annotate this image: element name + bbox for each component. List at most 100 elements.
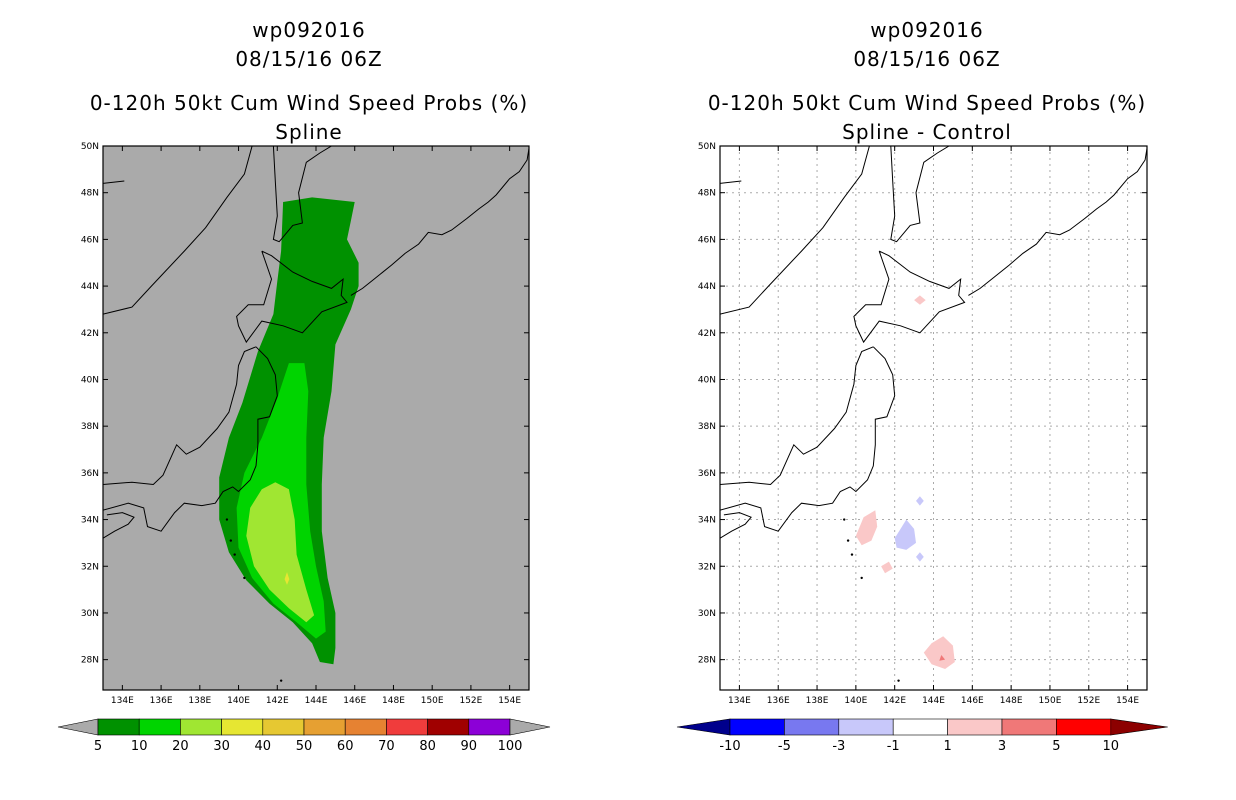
right-title-storm: wp092016 [870,18,983,42]
lon-tick-label: 140E [844,696,867,706]
right-map-panel: 134E 136E 138E 140E 142E 144E 146E 148E 150E 152E… [698,142,1148,706]
colorbar-label: -5 [778,739,791,754]
lon-tick-label: 154E [1116,696,1139,706]
island [850,553,854,556]
island [243,576,246,580]
colorbar-label: 80 [419,739,436,754]
colorbar-swatch [947,718,1003,736]
colorbar-label: 5 [94,739,102,754]
lon-tick-label: 146E [961,696,984,706]
lon-tick-label: 152E [1077,696,1100,706]
right-title-date: 08/15/16 06Z [853,47,1000,71]
colorbar-label: -10 [719,739,740,754]
lat-tick-label: 50N [81,142,99,152]
coastline [350,148,529,296]
lat-tick-label: 46N [81,235,99,245]
lon-tick-label: 150E [421,696,444,706]
lon-tick-label: 148E [382,696,405,706]
colorbar-swatch [1056,718,1112,736]
island [897,679,900,682]
lon-tick-label: 144E [922,696,945,706]
colorbar-label: 40 [255,739,272,754]
lon-tick-label: 146E [343,696,366,706]
lat-tick-label: 34N [698,516,716,526]
lat-tick-label: 32N [698,562,716,572]
colorbar-end-left [57,718,99,736]
lat-tick-label: 48N [698,189,716,199]
left-title-date: 08/15/16 06Z [235,47,382,71]
left-colorbar: 5 10 20 30 40 50 60 70 80 90 100 [57,718,551,754]
colorbar-label: 10 [1103,739,1120,754]
colorbar-label: 60 [337,739,354,754]
lat-tick-label: 42N [698,329,716,339]
colorbar-end-right [509,718,551,736]
colorbar-label: 70 [378,739,395,754]
island [843,518,846,521]
lat-tick-label: 40N [698,375,716,385]
contour-1-3 [914,295,926,305]
lon-tick-label: 152E [459,696,482,706]
lat-tick-label: 44N [698,282,716,292]
coastline [103,346,278,532]
lon-tick-label: 134E [111,696,134,706]
lat-tick-label: 38N [698,422,716,432]
colorbar-swatch [838,718,894,736]
colorbar-swatch [386,718,428,736]
map-content [103,146,529,682]
island [229,539,232,542]
colorbar-label: 30 [213,739,230,754]
contour-1-3 [923,636,955,669]
contour-1-3 [881,561,893,574]
left-title-product: 0-120h 50kt Cum Wind Speed Probs (%) [90,91,528,115]
island [279,679,283,682]
island [233,553,236,556]
colorbar-swatch [344,718,387,736]
contour-20-30 [246,482,315,623]
colorbar-swatch [97,718,140,736]
colorbar-end-left [676,718,731,736]
coastline [720,346,896,532]
colorbar-swatch [427,718,470,736]
contour--3--1 [916,552,924,562]
colorbar-swatch [468,718,511,736]
left-map-panel: 134E 136E 138E 140E 142E 144E 146E 148E 150E 152E… [81,142,530,706]
lat-tick-label: 46N [698,235,716,245]
coastline [103,146,253,315]
lat-tick-label: 40N [81,375,99,385]
colorbar-swatch [180,718,222,736]
colorbar-label: 100 [498,739,523,754]
coastline [720,146,870,315]
colorbar-swatch [138,718,181,736]
coastline [103,346,257,486]
colorbar-label: 1 [943,739,951,754]
lat-tick-label: 36N [698,469,716,479]
lat-tick-label: 30N [81,609,99,619]
lon-tick-label: 144E [305,696,328,706]
colorbar-end-right [1110,718,1168,736]
lat-tick-label: 32N [81,562,99,572]
contour--3--1 [916,496,924,506]
coastline [103,180,125,184]
colorbar-label: 50 [296,739,313,754]
lat-tick-label: 34N [81,516,99,526]
colorbar-swatch [1001,718,1057,736]
lat-tick-label: 30N [698,609,716,619]
colorbar-label: 3 [998,739,1006,754]
colorbar-label: 5 [1052,739,1060,754]
coastline [272,146,332,243]
coastline [236,250,348,344]
coastline [720,180,742,184]
right-panel-titles: wp092016 08/15/16 06Z 0-120h 50kt Cum Wi… [708,18,1145,144]
colorbar-label: -3 [832,739,845,754]
lon-tick-label: 150E [1039,696,1062,706]
lon-tick-label: 148E [1000,696,1023,706]
coastline [720,346,874,486]
lat-tick-label: 50N [698,142,716,152]
left-title-storm: wp092016 [252,18,365,42]
lat-tick-label: 44N [81,282,99,292]
colorbar-swatch [729,718,785,736]
lat-tick-label: 28N [81,656,99,666]
island [860,576,863,580]
lon-tick-label: 138E [806,696,829,706]
